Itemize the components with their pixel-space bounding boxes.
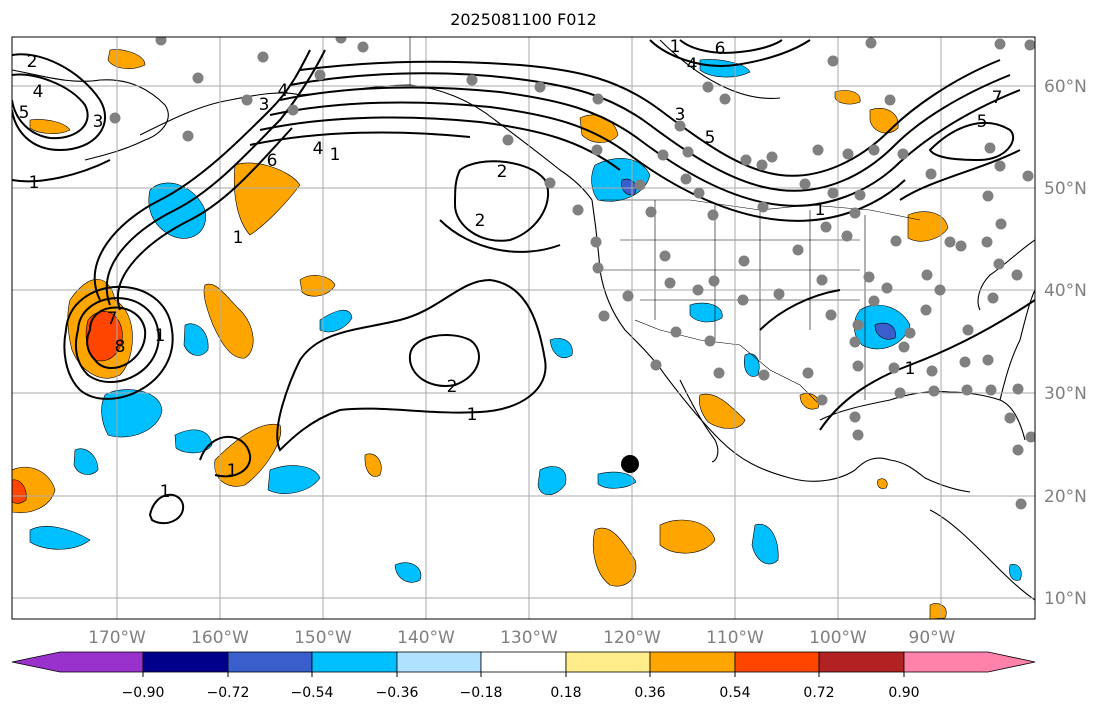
contour-label: 3 [93,112,104,132]
contour-label: 5 [705,128,716,148]
colorbar-tick-labels: −0.90 −0.72 −0.54 −0.36 −0.18 0.18 0.36 … [122,685,920,701]
colorbar-segment [142,651,229,673]
station-markers [109,37,1035,510]
contour-label: 1 [670,37,681,57]
colorbar-tick-label: 0.72 [803,685,834,701]
lat-label: 40°N [1044,281,1087,301]
contour-label: 2 [27,52,38,72]
contour-label: 7 [107,309,118,329]
contour-label: 1 [467,405,478,425]
contour-label: 1 [330,145,341,165]
colorbar-segment [903,651,1036,673]
colorbar-tick-label: −0.54 [291,685,334,701]
map-title: 2025081100 F012 [450,10,597,29]
colorbar-segment [565,651,651,673]
contour-label: 3 [675,105,686,125]
lon-label: 160°W [191,628,249,648]
contour-label: 1 [160,482,171,502]
contour-label: 5 [19,103,30,123]
colorbar-tick-label: 0.54 [719,685,750,701]
colorbar-segment [480,651,567,673]
colorbar-segment [734,651,820,673]
lon-label: 140°W [397,628,455,648]
contour-label: 8 [115,337,126,357]
latitude-labels: 60°N 50°N 40°N 30°N 20°N 10°N [1044,77,1087,609]
colorbar-tick-label: −0.18 [460,685,503,701]
contour-label: 2 [475,211,486,231]
contour-labels: 2 4 5 3 1 3 4 1 6 4 1 7 8 1 2 3 5 6 1 4 … [19,37,1003,502]
colorbar-segment [311,651,398,673]
contour-label: 1 [233,228,244,248]
contour-label: 3 [259,95,270,115]
contour-label: 1 [155,326,166,346]
lon-label: 130°W [500,628,558,648]
lat-label: 10°N [1044,589,1087,609]
contour-label: 6 [267,151,278,171]
colorbar-segment [227,651,313,673]
contour-label: 1 [29,173,40,193]
contour-label: 7 [992,88,1003,108]
colorbar-segment [396,651,482,673]
colorbar-tick-label: −0.72 [207,685,250,701]
contour-label: 2 [497,162,508,182]
colorbar [11,651,1036,673]
lat-label: 50°N [1044,179,1087,199]
contour-label: 5 [977,112,988,132]
colorbar-ticks [142,672,905,677]
lon-label: 170°W [88,628,146,648]
contour-label: 4 [687,55,698,75]
colorbar-tick-label: −0.90 [122,685,165,701]
lat-label: 60°N [1044,77,1087,97]
colorbar-segment [11,651,144,673]
contour-label: 4 [313,139,324,159]
lat-label: 30°N [1044,384,1087,404]
colorbar-tick-label: 0.90 [888,685,919,701]
highlight-station-marker [621,455,639,473]
contour-label: 4 [278,81,289,101]
map-frame [11,36,1036,620]
contour-label: 6 [715,39,726,59]
lon-label: 150°W [294,628,352,648]
colorbar-tick-label: −0.36 [376,685,419,701]
lat-label: 20°N [1044,487,1087,507]
colorbar-segment [818,651,905,673]
longitude-labels: 170°W 160°W 150°W 140°W 130°W 120°W 110°… [88,628,956,648]
lon-label: 100°W [809,628,867,648]
colorbar-tick-label: 0.36 [634,685,665,701]
colorbar-segment [649,651,736,673]
lon-label: 90°W [909,628,956,648]
contour-label: 1 [815,200,826,220]
contour-label: 2 [447,377,458,397]
lon-label: 120°W [603,628,661,648]
lon-label: 110°W [706,628,764,648]
coastlines [12,39,1035,601]
shaded-anomaly-areas [12,49,1022,619]
contour-label: 1 [905,359,916,379]
colorbar-tick-label: 0.18 [550,685,581,701]
contour-label: 1 [227,461,238,481]
political-borders [409,37,921,406]
contour-label: 4 [33,82,44,102]
